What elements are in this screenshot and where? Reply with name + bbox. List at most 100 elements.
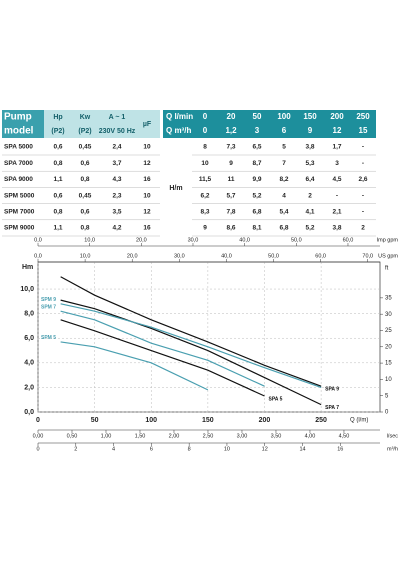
row-cell: 2,3 — [112, 192, 121, 199]
row-head: 4,5 — [332, 176, 341, 183]
row-head: 7 — [282, 160, 286, 167]
secondary-axis-title: Imp gpm — [377, 237, 399, 243]
secondary-tick-label: 2,50 — [203, 433, 214, 439]
row-head: - — [362, 144, 364, 151]
row-head: 8,3 — [200, 209, 209, 216]
secondary-tick-label: 40,0 — [239, 237, 250, 243]
row-head: - — [362, 209, 364, 216]
row-head: 5 — [282, 144, 286, 151]
y2-tick-label: 35 — [385, 295, 392, 301]
header-columns-bg — [44, 110, 160, 138]
row-head: 8 — [203, 144, 207, 151]
flow-value: 0 — [203, 126, 208, 135]
curve-label: SPA 7 — [325, 405, 339, 411]
secondary-tick-label: 3,00 — [237, 433, 248, 439]
y-axis-title: Hm — [22, 264, 33, 271]
secondary-tick-label: 0,0 — [34, 253, 42, 259]
secondary-tick-label: 10,0 — [84, 237, 95, 243]
flow-value: 150 — [303, 112, 317, 121]
row-cell: 0,45 — [79, 192, 92, 199]
secondary-tick-label: 50,0 — [291, 237, 302, 243]
row-head: 10 — [201, 160, 209, 167]
row-head: 6,8 — [252, 209, 261, 216]
curve — [60, 310, 265, 387]
row-cell: 0,8 — [53, 209, 62, 216]
curve — [60, 303, 322, 388]
secondary-tick-label: 30,0 — [188, 237, 199, 243]
curve-label: SPA 9 — [325, 387, 339, 393]
head-label: H/m — [169, 185, 182, 192]
row-head: 9 — [229, 160, 233, 167]
flow-value: 50 — [253, 112, 262, 121]
secondary-tick-label: 14 — [299, 446, 305, 452]
header-model: Pump — [4, 112, 32, 123]
row-cell: 0,6 — [53, 192, 62, 199]
secondary-axis-title: US gpm — [378, 253, 398, 259]
row-model: SPM 5000 — [4, 192, 35, 199]
row-head: 7,8 — [226, 209, 235, 216]
row-model: SPA 5000 — [4, 144, 33, 151]
secondary-tick-label: 2,00 — [169, 433, 180, 439]
secondary-tick-label: 4 — [112, 446, 115, 452]
row-head: 4 — [282, 192, 286, 199]
flow-value: 6 — [282, 126, 287, 135]
secondary-tick-label: 20,0 — [127, 253, 138, 259]
curve-label: SPM 7 — [41, 305, 56, 311]
row-cell: 16 — [143, 176, 151, 183]
row-head: 8,1 — [252, 225, 261, 232]
row-cell: 12 — [143, 160, 151, 167]
row-head: 3,8 — [332, 225, 341, 232]
x-tick-label: 250 — [315, 417, 327, 424]
header-column: 230V 50 Hz — [99, 128, 136, 135]
secondary-tick-label: 4,00 — [305, 433, 316, 439]
row-head: 8,6 — [226, 225, 235, 232]
flow-value: 3 — [255, 126, 260, 135]
header-model-bg — [2, 110, 44, 138]
flow-label: Q m³/h — [166, 126, 191, 135]
row-head: 4,1 — [305, 209, 314, 216]
row-model: SPA 7000 — [4, 160, 33, 167]
x-tick-label: 100 — [145, 417, 157, 424]
y2-tick-label: 30 — [385, 312, 392, 318]
header-column: Kw — [80, 114, 91, 121]
row-cell: 4,3 — [112, 176, 121, 183]
header-flow-bg — [163, 110, 376, 138]
secondary-tick-label: 50,0 — [268, 253, 279, 259]
header-column: (P2) — [51, 128, 64, 135]
secondary-tick-label: 6 — [150, 446, 153, 452]
row-cell: 0,6 — [80, 160, 89, 167]
secondary-tick-label: 2 — [74, 446, 77, 452]
row-cell: 0,8 — [80, 176, 89, 183]
row-head: 7,3 — [226, 144, 235, 151]
row-head: 9,9 — [252, 176, 261, 183]
flow-value: 250 — [356, 112, 370, 121]
y-tick-label: 4,0 — [24, 360, 34, 367]
secondary-tick-label: 0,0 — [34, 237, 42, 243]
row-head: 2 — [308, 192, 312, 199]
row-head: 3,8 — [305, 144, 314, 151]
secondary-tick-label: 70,0 — [362, 253, 373, 259]
flow-value: 0 — [203, 112, 208, 121]
secondary-tick-label: 20,0 — [136, 237, 147, 243]
curve — [60, 341, 209, 391]
y-tick-label: 6,0 — [24, 335, 34, 342]
secondary-tick-label: 8 — [188, 446, 191, 452]
row-head: 6,4 — [305, 176, 314, 183]
y-tick-label: 8,0 — [24, 310, 34, 317]
row-cell: 3,7 — [112, 160, 121, 167]
row-cell: 0,6 — [53, 144, 62, 151]
row-head: 5,3 — [305, 160, 314, 167]
secondary-tick-label: 60,0 — [343, 237, 354, 243]
secondary-axis-title: m³/h — [387, 446, 398, 452]
secondary-tick-label: 10,0 — [80, 253, 91, 259]
row-head: 6,8 — [279, 225, 288, 232]
secondary-tick-label: 16 — [337, 446, 343, 452]
curve-label: SPM 9 — [41, 297, 56, 303]
header-column: Hp — [53, 114, 62, 121]
row-head: - — [362, 192, 364, 199]
y2-tick-label: 20 — [385, 344, 392, 350]
secondary-tick-label: 30,0 — [174, 253, 185, 259]
y2-tick-label: 15 — [385, 361, 392, 367]
y-tick-label: 2,0 — [24, 384, 34, 391]
